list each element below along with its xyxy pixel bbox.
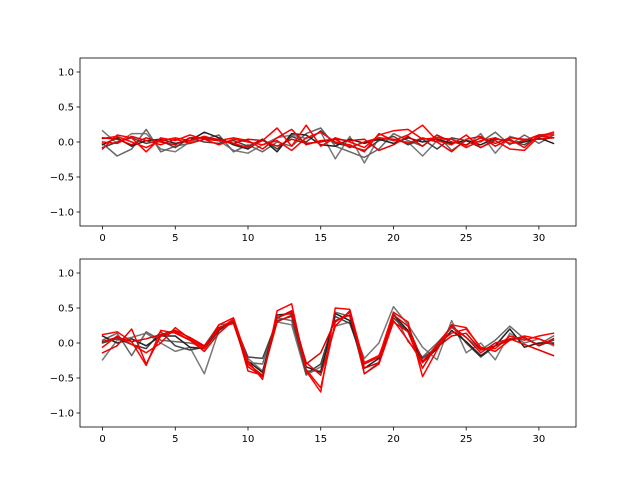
y-tick-label: −0.5 bbox=[50, 173, 74, 184]
y-tick-label: −1.0 bbox=[50, 409, 74, 420]
series-line-3 bbox=[101, 312, 555, 374]
x-tick-label: 25 bbox=[460, 434, 473, 445]
x-tick-label: 20 bbox=[387, 434, 400, 445]
x-tick-label: 20 bbox=[387, 233, 400, 244]
series-line-4 bbox=[101, 124, 555, 149]
y-tick-label: −0.5 bbox=[50, 374, 74, 385]
y-tick-label: 0.0 bbox=[58, 339, 74, 350]
bottom-subplot: 0 5 10 15 20 25 30 −1.0 −0.5 0.0 0.5 1.0 bbox=[50, 258, 577, 445]
x-tick-label: 15 bbox=[314, 233, 327, 244]
x-tick-label: 0 bbox=[99, 233, 105, 244]
x-tick-label: 0 bbox=[99, 434, 105, 445]
series-line-7 bbox=[101, 134, 555, 152]
x-tick-label: 30 bbox=[533, 434, 546, 445]
series-group bbox=[101, 124, 555, 164]
series-line-7 bbox=[101, 310, 555, 378]
y-tick-label: 0.5 bbox=[58, 103, 74, 114]
y-tick-label: 1.0 bbox=[58, 68, 74, 79]
x-tick-label: 15 bbox=[314, 434, 327, 445]
y-tick-label: −1.0 bbox=[50, 208, 74, 219]
y-tick-label: 0.5 bbox=[58, 304, 74, 315]
y-tick-label: 0.0 bbox=[58, 138, 74, 149]
series-line-5 bbox=[101, 311, 555, 389]
series-group bbox=[101, 303, 555, 393]
top-subplot: 0 5 10 15 20 25 30 −1.0 −0.5 0.0 0.5 1.0 bbox=[50, 57, 577, 244]
x-tick-label: 5 bbox=[172, 434, 178, 445]
y-tick-label: 1.0 bbox=[58, 269, 74, 280]
x-tick-label: 25 bbox=[460, 233, 473, 244]
x-tick-label: 30 bbox=[533, 233, 546, 244]
series-line-6 bbox=[101, 310, 555, 376]
x-tick-label: 10 bbox=[242, 233, 255, 244]
x-tick-label: 10 bbox=[242, 434, 255, 445]
x-tick-label: 5 bbox=[172, 233, 178, 244]
